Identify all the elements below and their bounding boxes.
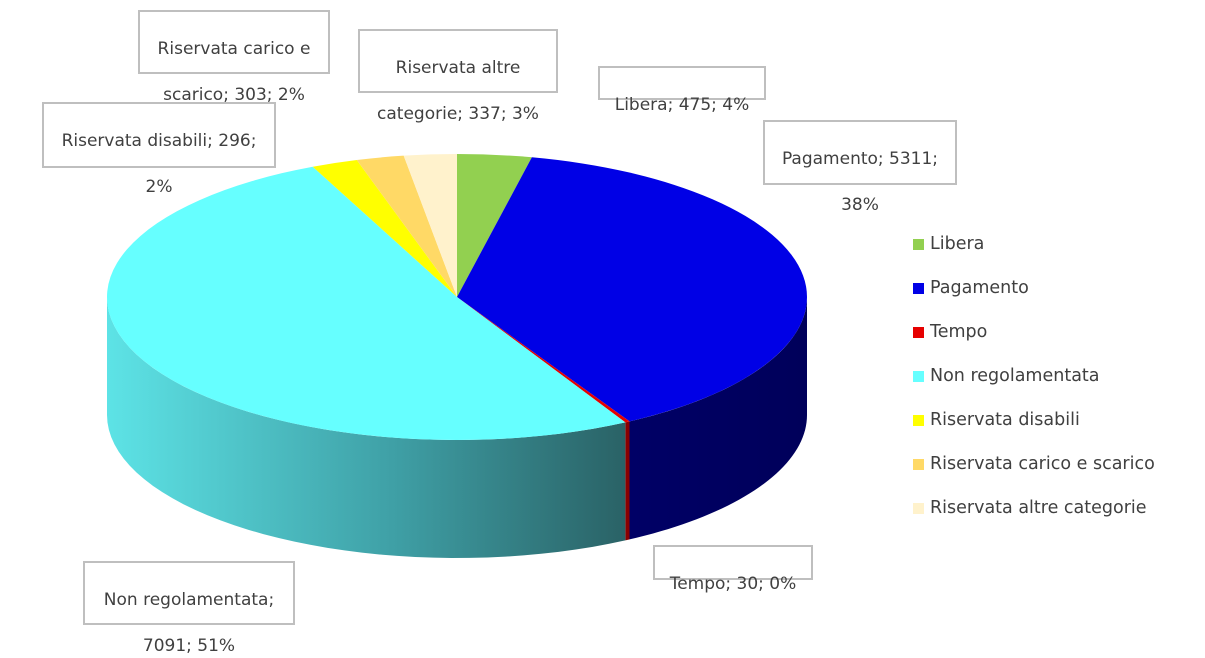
legend-label: Non regolamentata <box>930 366 1100 386</box>
data-label-pagamento-line2: 38% <box>841 195 879 215</box>
legend-item: Non regolamentata <box>913 354 1155 398</box>
data-label-riservata-disabili: Riservata disabili; 296; 2% <box>42 102 276 197</box>
data-label-tempo: Tempo; 30; 0% <box>653 545 813 594</box>
data-label-riservata-altre-line1: Riservata altre <box>395 58 521 78</box>
legend-item: Libera <box>913 222 1155 266</box>
slice-top-riservata-altre <box>403 154 457 297</box>
legend-swatch-riservata-disabili <box>913 414 924 426</box>
legend-label: Riservata carico e scarico <box>930 454 1155 474</box>
legend-swatch-non-regolamentata <box>913 370 924 382</box>
slice-top-riservata-carico <box>356 155 457 297</box>
legend-label: Libera <box>930 234 985 254</box>
slice-top-riservata-disabili <box>312 159 457 297</box>
data-label-riservata-altre-line2: categorie; 337; 3% <box>377 104 539 124</box>
legend-item: Riservata disabili <box>913 398 1155 442</box>
slice-top-non-regolamentata <box>106 166 626 441</box>
slice-top-pagamento <box>457 157 807 422</box>
slice-top-libera <box>457 154 532 297</box>
data-label-libera-line1: Libera; 475; 4% <box>614 95 750 115</box>
slice-side-pagamento <box>629 297 807 540</box>
data-label-riservata-carico: Riservata carico e scarico; 303; 2% <box>138 10 330 105</box>
data-label-riservata-altre: Riservata altre categorie; 337; 3% <box>358 29 558 124</box>
data-label-non-regolamentata: Non regolamentata; 7091; 51% <box>83 561 295 656</box>
legend-swatch-tempo <box>913 326 924 338</box>
legend-label: Riservata altre categorie <box>930 498 1147 518</box>
legend-swatch-riservata-altre <box>913 502 924 514</box>
data-label-tempo-line1: Tempo; 30; 0% <box>669 574 797 594</box>
legend: Libera Pagamento Tempo Non regolamentata… <box>913 222 1155 530</box>
pie-chart <box>106 154 807 558</box>
legend-item: Riservata altre categorie <box>913 486 1155 530</box>
legend-item: Riservata carico e scarico <box>913 442 1155 486</box>
legend-item: Tempo <box>913 310 1155 354</box>
legend-swatch-pagamento <box>913 282 924 294</box>
slice-top-tempo <box>457 297 630 423</box>
legend-item: Pagamento <box>913 266 1155 310</box>
slice-side-tempo <box>625 421 630 541</box>
data-label-non-regolamentata-line1: Non regolamentata; <box>103 590 275 610</box>
data-label-pagamento-line1: Pagamento; 5311; <box>781 149 939 169</box>
legend-label: Riservata disabili <box>930 410 1080 430</box>
data-label-pagamento: Pagamento; 5311; 38% <box>763 120 957 215</box>
legend-swatch-riservata-carico <box>913 458 924 470</box>
data-label-riservata-disabili-line1: Riservata disabili; 296; <box>61 131 257 151</box>
data-label-riservata-carico-line2: scarico; 303; 2% <box>163 85 305 105</box>
slice-side-non-regolamentata <box>107 297 626 558</box>
data-label-riservata-disabili-line2: 2% <box>145 177 173 197</box>
legend-label: Tempo <box>930 322 988 342</box>
data-label-non-regolamentata-line2: 7091; 51% <box>142 636 236 656</box>
legend-swatch-libera <box>913 238 924 250</box>
legend-label: Pagamento <box>930 278 1029 298</box>
data-label-riservata-carico-line1: Riservata carico e <box>157 39 311 59</box>
data-label-libera: Libera; 475; 4% <box>598 66 766 115</box>
